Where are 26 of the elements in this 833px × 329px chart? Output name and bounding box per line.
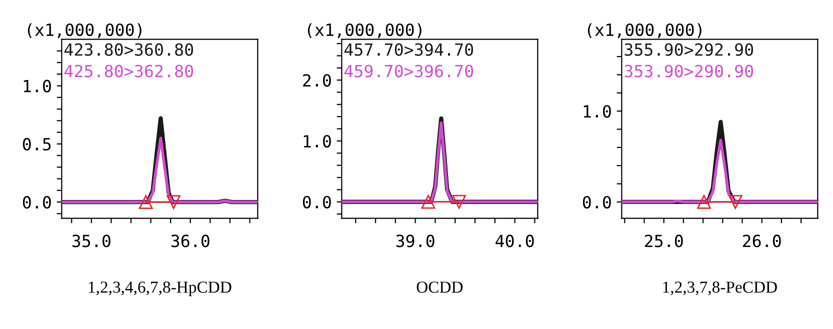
x-axis-title: 1,2,3,4,6,7,8-HpCDD — [88, 282, 232, 296]
text: 457.70>394.70 — [344, 43, 474, 56]
x-tick-label: 36.0 — [171, 234, 210, 248]
y-axis-title: (x1,000,000) — [588, 23, 702, 38]
x-tick-label: 26.0 — [743, 234, 781, 248]
y-tick-label: 2.0 — [303, 74, 331, 87]
text: 353.90>290.90 — [624, 64, 754, 78]
y-axis-title: (x1,000,000) — [28, 23, 142, 38]
y-axis-title: (x1,000,000) — [308, 23, 422, 38]
x-axis-title: OCDD — [416, 282, 463, 293]
x-tick-label: 25.0 — [645, 234, 683, 248]
text: 459.70>396.70 — [344, 64, 474, 78]
text: 355.90>292.90 — [624, 43, 754, 56]
text: 425.80>362.80 — [64, 64, 194, 78]
y-tick-label: 0.0 — [302, 196, 331, 208]
y-tick-label: 0.5 — [22, 138, 51, 151]
x-tick-label: 39.0 — [396, 234, 434, 248]
text: 423.80>360.80 — [64, 43, 194, 56]
y-tick-label: 1.0 — [24, 80, 51, 92]
y-tick-label: 0.0 — [22, 196, 51, 209]
y-tick-label: 0.0 — [582, 196, 611, 209]
x-tick-label: 35.0 — [72, 234, 110, 248]
y-tick-label: 1.0 — [584, 105, 611, 118]
x-axis-title: 1,2,3,7,8-PeCDD — [663, 282, 777, 296]
x-tick-label: 40.0 — [496, 234, 534, 248]
y-tick-label: 1.0 — [304, 134, 331, 148]
